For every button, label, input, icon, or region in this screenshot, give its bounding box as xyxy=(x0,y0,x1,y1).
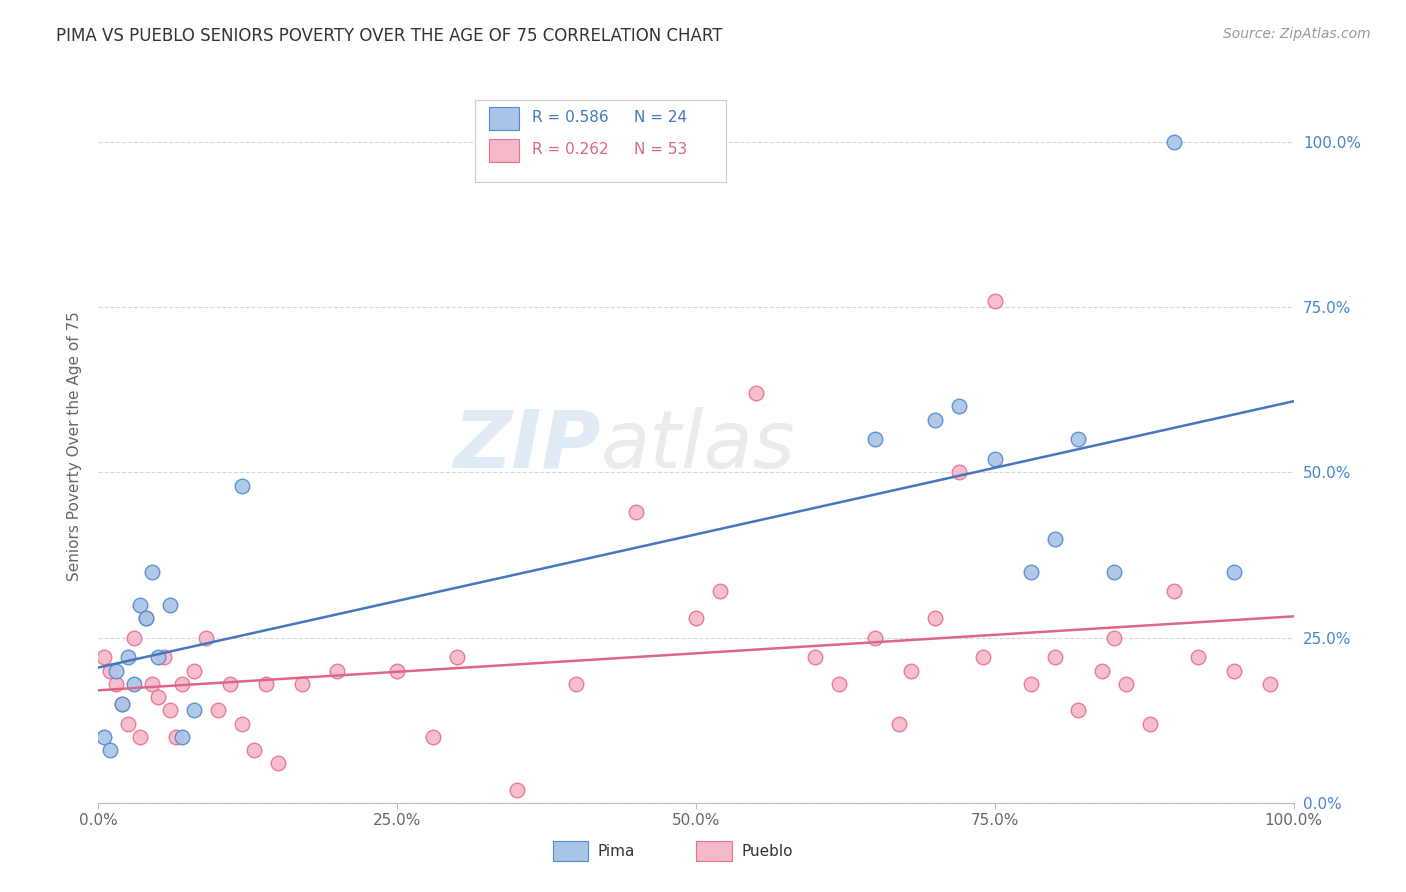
Point xyxy=(1067,433,1090,447)
Point xyxy=(231,716,253,731)
Point xyxy=(172,730,194,744)
Point xyxy=(172,677,194,691)
Point xyxy=(105,664,128,678)
Point xyxy=(1043,650,1066,665)
Point xyxy=(422,730,444,744)
Point xyxy=(148,690,170,704)
Point xyxy=(984,452,1007,467)
Point xyxy=(924,611,946,625)
Point xyxy=(254,677,277,691)
Point xyxy=(183,664,205,678)
Text: PIMA VS PUEBLO SENIORS POVERTY OVER THE AGE OF 75 CORRELATION CHART: PIMA VS PUEBLO SENIORS POVERTY OVER THE … xyxy=(56,27,723,45)
Bar xyxy=(553,841,589,862)
Point xyxy=(243,743,266,757)
Bar xyxy=(696,841,733,862)
Point xyxy=(117,716,139,731)
Text: N = 24: N = 24 xyxy=(634,111,688,125)
Point xyxy=(1104,565,1126,579)
Bar xyxy=(489,107,519,130)
Text: R = 0.586: R = 0.586 xyxy=(533,111,609,125)
Point xyxy=(385,664,409,678)
Point xyxy=(626,505,648,519)
Point xyxy=(1223,664,1246,678)
Point xyxy=(135,611,157,625)
Point xyxy=(1139,716,1161,731)
Point xyxy=(865,433,887,447)
Point xyxy=(183,703,205,717)
Text: Pima: Pima xyxy=(598,844,636,859)
Point xyxy=(865,631,887,645)
Text: Source: ZipAtlas.com: Source: ZipAtlas.com xyxy=(1223,27,1371,41)
Point xyxy=(129,598,152,612)
Text: ZIP: ZIP xyxy=(453,407,600,485)
Point xyxy=(565,677,588,691)
Point xyxy=(165,730,187,744)
Text: atlas: atlas xyxy=(600,407,796,485)
Point xyxy=(207,703,229,717)
Point xyxy=(141,677,163,691)
Text: Pueblo: Pueblo xyxy=(741,844,793,859)
Point xyxy=(1223,565,1246,579)
Point xyxy=(124,631,146,645)
Point xyxy=(129,730,152,744)
Point xyxy=(745,386,768,401)
Point xyxy=(1115,677,1137,691)
Point xyxy=(828,677,851,691)
Point xyxy=(98,664,122,678)
Point xyxy=(924,412,946,426)
Point xyxy=(1258,677,1281,691)
Point xyxy=(1019,565,1042,579)
Point xyxy=(231,478,253,492)
Point xyxy=(1163,584,1185,599)
Point xyxy=(1019,677,1042,691)
Bar xyxy=(475,100,725,182)
Point xyxy=(1043,532,1066,546)
Point xyxy=(111,697,134,711)
Point xyxy=(948,400,970,414)
Point xyxy=(1104,631,1126,645)
Point xyxy=(291,677,314,691)
Point xyxy=(141,565,163,579)
Point xyxy=(889,716,911,731)
Point xyxy=(1163,135,1185,149)
Point xyxy=(709,584,731,599)
Point xyxy=(804,650,827,665)
Point xyxy=(446,650,468,665)
Point xyxy=(195,631,218,645)
Point xyxy=(105,677,128,691)
Point xyxy=(506,782,529,797)
Point xyxy=(159,703,181,717)
Text: N = 53: N = 53 xyxy=(634,143,688,157)
Point xyxy=(135,611,157,625)
Point xyxy=(326,664,349,678)
Point xyxy=(98,743,122,757)
Point xyxy=(148,650,170,665)
Point xyxy=(948,466,970,480)
Point xyxy=(972,650,994,665)
Bar xyxy=(489,139,519,162)
Point xyxy=(111,697,134,711)
Point xyxy=(93,730,115,744)
Point xyxy=(685,611,707,625)
Point xyxy=(900,664,922,678)
Point xyxy=(219,677,242,691)
Point xyxy=(984,293,1007,308)
Point xyxy=(1067,703,1090,717)
Y-axis label: Seniors Poverty Over the Age of 75: Seniors Poverty Over the Age of 75 xyxy=(66,311,82,581)
Point xyxy=(93,650,115,665)
Point xyxy=(124,677,146,691)
Point xyxy=(159,598,181,612)
Point xyxy=(153,650,176,665)
Point xyxy=(1187,650,1209,665)
Point xyxy=(117,650,139,665)
Point xyxy=(267,756,290,771)
Point xyxy=(1091,664,1114,678)
Text: R = 0.262: R = 0.262 xyxy=(533,143,609,157)
